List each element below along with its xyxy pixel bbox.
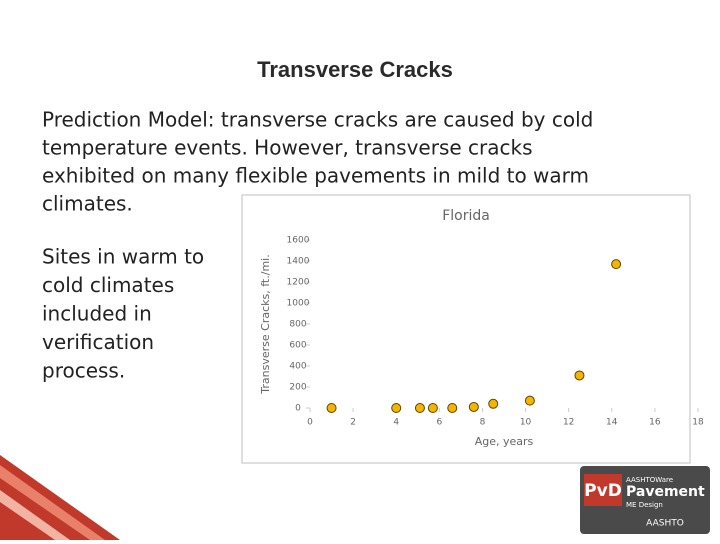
- y-tick-label: 1600: [287, 236, 310, 246]
- logo-product: Pavement: [626, 484, 705, 500]
- y-axis-label: Transverse Cracks, ft./mi.: [259, 254, 272, 394]
- logo: PvD AASHTOWare Pavement ME Design AASHTO: [580, 466, 710, 534]
- y-tick-label: 1400: [287, 257, 310, 267]
- y-tick-label: 1000: [287, 299, 310, 309]
- point: [414, 403, 425, 413]
- x-tick-label: 12: [563, 418, 574, 428]
- side-line: verification: [42, 330, 154, 354]
- y-tick-label: 400: [289, 362, 306, 372]
- point: [524, 395, 535, 406]
- logo-brand: AASHTOWare: [626, 476, 673, 484]
- logo-mark: PvD: [584, 481, 622, 501]
- x-tick-label: 4: [393, 418, 399, 428]
- x-tick-label: 6: [436, 418, 442, 428]
- x-tick-label: 2: [350, 418, 356, 428]
- y-tick-label: 600: [289, 341, 306, 351]
- corner-decoration: [0, 455, 120, 540]
- x-tick-label: 8: [480, 418, 486, 428]
- point: [447, 403, 458, 413]
- chart-frame: [241, 194, 691, 464]
- x-tick-label: 14: [606, 418, 618, 428]
- logo-org: AASHTO: [646, 519, 684, 529]
- point: [391, 403, 402, 413]
- x-tick-label: 16: [649, 418, 661, 428]
- y-tick-label: 1200: [287, 278, 310, 288]
- side-line: included in: [42, 302, 152, 326]
- side-line: Sites in warm to: [42, 245, 204, 269]
- point: [488, 398, 499, 409]
- side-line: cold climates: [42, 273, 174, 297]
- point: [611, 259, 622, 270]
- body-line: climates.: [42, 192, 133, 216]
- point: [326, 403, 337, 413]
- slide-title: Transverse Cracks: [257, 57, 453, 82]
- chart-title: Florida: [442, 208, 490, 224]
- y-tick-label: 200: [289, 383, 306, 393]
- x-tick-label: 18: [692, 418, 704, 428]
- x-tick-label: 0: [307, 418, 313, 428]
- body-line: exhibited on many flexible pavements in …: [42, 164, 589, 188]
- point: [468, 401, 479, 412]
- point: [574, 370, 585, 381]
- body-line: temperature events. However, transverse …: [42, 136, 533, 160]
- logo-sub: ME Design: [626, 501, 663, 509]
- y-tick-label: 800: [289, 320, 306, 330]
- side-line: process.: [42, 359, 125, 383]
- y-tick-label: 0: [295, 404, 301, 414]
- point: [427, 403, 438, 413]
- body-line: Prediction Model: transverse cracks are …: [42, 108, 593, 132]
- x-tick-label: 10: [520, 418, 532, 428]
- x-axis-label: Age, years: [475, 435, 534, 448]
